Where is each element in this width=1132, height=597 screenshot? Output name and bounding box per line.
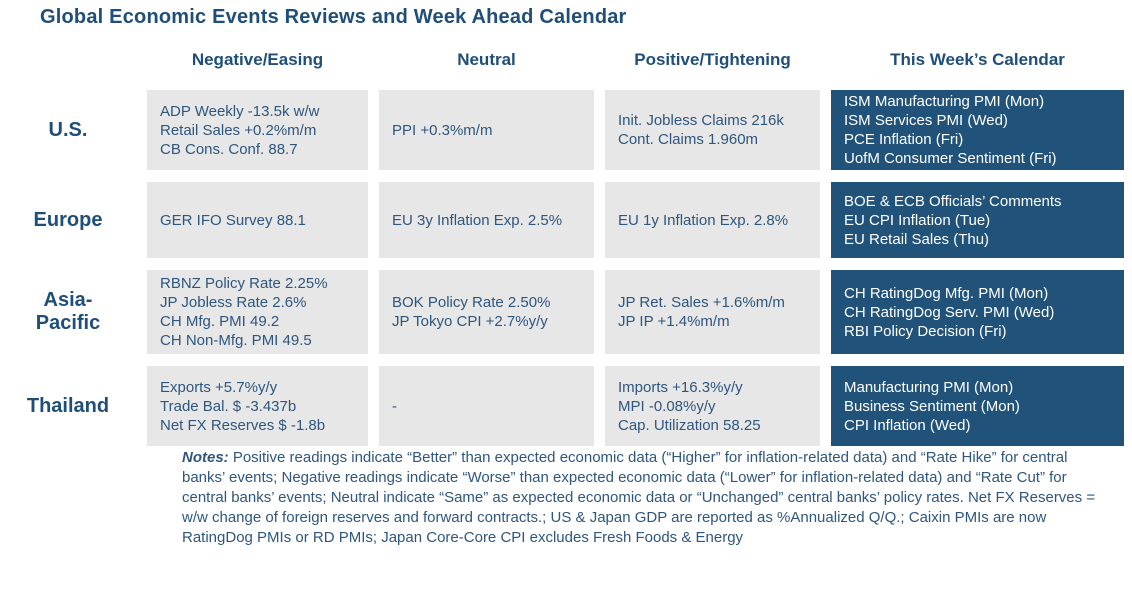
cell-europe-calendar: BOE & ECB Officials’ Comments EU CPI Inf… <box>831 182 1124 258</box>
notes: Notes: Positive readings indicate “Bette… <box>182 448 1100 548</box>
cell-us-calendar: ISM Manufacturing PMI (Mon) ISM Services… <box>831 90 1124 170</box>
cell-asia-pacific-negative: RBNZ Policy Rate 2.25% JP Jobless Rate 2… <box>147 270 368 354</box>
row-label-europe: Europe <box>0 182 136 258</box>
row-label-thailand: Thailand <box>0 366 136 446</box>
cell-europe-neutral: EU 3y Inflation Exp. 2.5% <box>379 182 594 258</box>
cell-asia-pacific-calendar: CH RatingDog Mfg. PMI (Mon) CH RatingDog… <box>831 270 1124 354</box>
row-label-asia-pacific-text: Asia-Pacific <box>35 289 101 334</box>
row-label-asia-pacific: Asia-Pacific <box>0 270 136 354</box>
cell-asia-pacific-neutral: BOK Policy Rate 2.50% JP Tokyo CPI +2.7%… <box>379 270 594 354</box>
column-header-neutral: Neutral <box>457 50 516 69</box>
cell-us-positive: Init. Jobless Claims 216k Cont. Claims 1… <box>605 90 820 170</box>
row-label-thailand-text: Thailand <box>26 394 110 417</box>
cell-thailand-calendar: Manufacturing PMI (Mon) Business Sentime… <box>831 366 1124 446</box>
cell-europe-negative: GER IFO Survey 88.1 <box>147 182 368 258</box>
column-header-positive-tightening: Positive/Tightening <box>634 50 791 69</box>
notes-label: Notes: <box>182 449 229 466</box>
cell-europe-positive: EU 1y Inflation Exp. 2.8% <box>605 182 820 258</box>
row-label-us-text: U.S. <box>48 118 88 141</box>
cell-thailand-neutral: - <box>379 366 594 446</box>
notes-text: Positive readings indicate “Better” than… <box>182 449 1096 546</box>
row-label-europe-text: Europe <box>33 208 103 231</box>
cell-us-negative: ADP Weekly -13.5k w/w Retail Sales +0.2%… <box>147 90 368 170</box>
cell-asia-pacific-positive: JP Ret. Sales +1.6%m/m JP IP +1.4%m/m <box>605 270 820 354</box>
column-header-weeks-calendar: This Week’s Calendar <box>890 50 1065 69</box>
cell-thailand-positive: Imports +16.3%y/y MPI -0.08%y/y Cap. Uti… <box>605 366 820 446</box>
table-corner-spacer <box>0 42 136 78</box>
page-title: Global Economic Events Reviews and Week … <box>40 6 627 28</box>
cell-thailand-negative: Exports +5.7%y/y Trade Bal. $ -3.437b Ne… <box>147 366 368 446</box>
row-label-us: U.S. <box>0 90 136 170</box>
cell-us-neutral: PPI +0.3%m/m <box>379 90 594 170</box>
column-header-negative-easing: Negative/Easing <box>191 50 324 69</box>
events-table: Negative/Easing Neutral Positive/Tighten… <box>0 42 1124 446</box>
